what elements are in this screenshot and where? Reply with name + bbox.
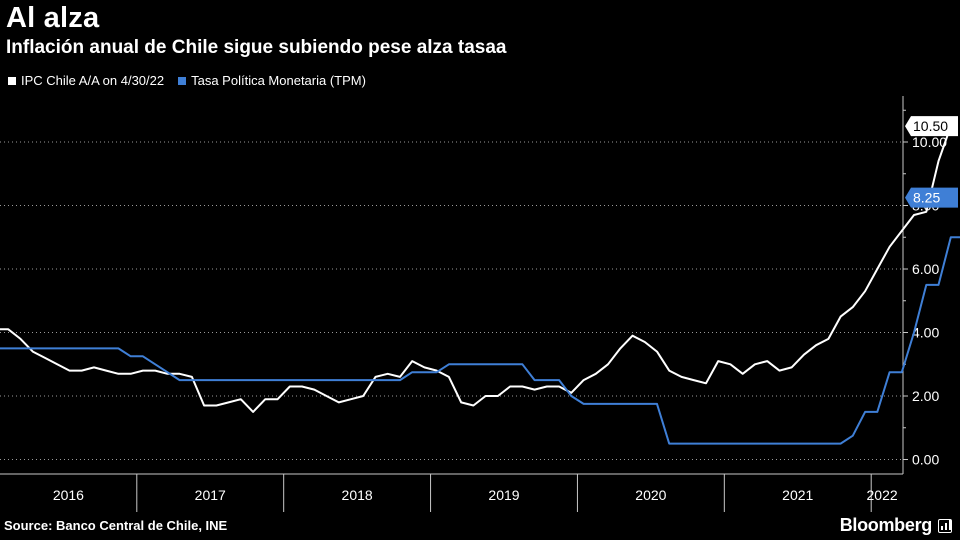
legend: IPC Chile A/A on 4/30/22 Tasa Política M… <box>8 73 366 88</box>
chart-icon <box>938 519 952 533</box>
last-value-labels: 10.50 8.25 <box>905 116 958 208</box>
x-tick-label: 2022 <box>867 487 898 503</box>
bloomberg-logo: Bloomberg <box>839 515 933 535</box>
x-tick-label: 2016 <box>53 487 84 503</box>
value-label: 10.50 <box>913 118 948 134</box>
tpm-line <box>0 236 960 445</box>
grid-lines <box>0 141 903 460</box>
value-flag <box>905 187 958 208</box>
ipc-last-value: 10.50 <box>905 116 958 137</box>
y-tick-label: 2.00 <box>912 388 939 404</box>
value-flag <box>905 116 958 137</box>
x-tick-label: 2021 <box>782 487 813 503</box>
legend-swatch-tpm <box>178 76 187 85</box>
value-label: 8.25 <box>913 190 940 206</box>
y-tick-label: 0.00 <box>912 452 939 468</box>
legend-item-ipc: IPC Chile A/A on 4/30/22 <box>8 73 164 88</box>
chart-title: Al alza <box>6 2 100 34</box>
legend-swatch-ipc <box>8 76 16 85</box>
x-tick-label: 2020 <box>635 487 666 503</box>
legend-item-tpm: Tasa Política Monetaria (TPM) <box>178 73 366 88</box>
chart-subtitle: Inflación anual de Chile sigue subiendo … <box>6 37 507 58</box>
y-tick-label: 10.00 <box>912 134 947 150</box>
x-tick-label: 2018 <box>342 487 373 503</box>
tpm-last-value: 8.25 <box>905 187 958 208</box>
x-tick-label: 2019 <box>488 487 519 503</box>
y-tick-label: 6.00 <box>912 261 939 277</box>
series-lines <box>0 125 960 445</box>
x-axis: 2016 2017 2018 2019 2020 2021 2022 <box>0 473 903 512</box>
ipc-line <box>0 125 952 413</box>
legend-label-ipc: IPC Chile A/A on 4/30/22 <box>21 73 165 88</box>
source-note: Source: Banco Central de Chile, INE <box>4 518 228 533</box>
y-tick-label: 4.00 <box>912 325 939 341</box>
x-tick-label: 2017 <box>195 487 226 503</box>
legend-label-tpm: Tasa Política Monetaria (TPM) <box>191 73 366 88</box>
